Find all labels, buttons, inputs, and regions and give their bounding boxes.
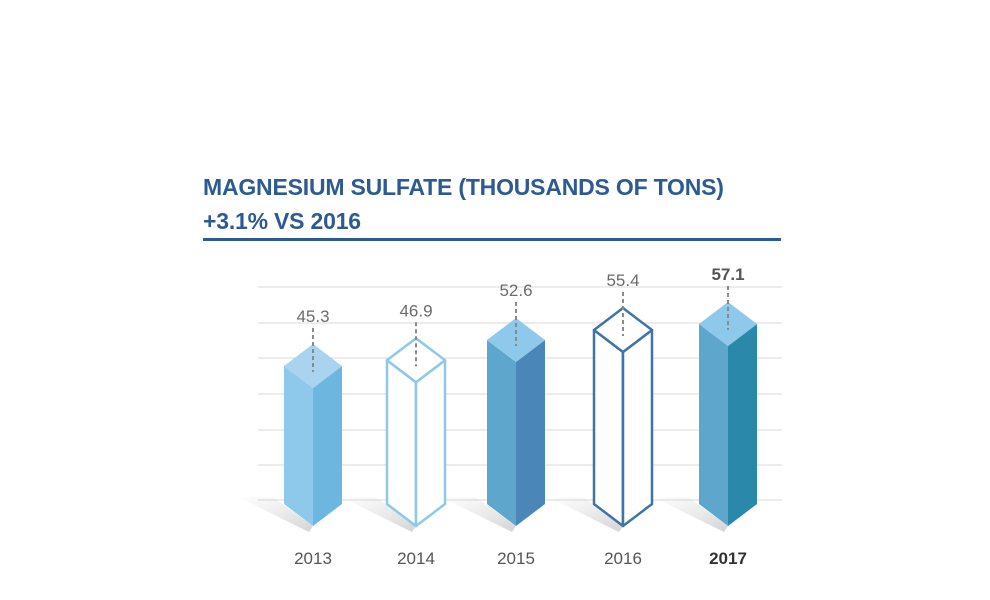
category-label-2015: 2015 xyxy=(497,549,535,568)
chart-title: MAGNESIUM SULFATE (THOUSANDS OF TONS) +3… xyxy=(203,170,781,238)
bar-left-face xyxy=(699,324,728,526)
category-label-2014: 2014 xyxy=(397,549,435,568)
category-label-2017: 2017 xyxy=(709,549,747,568)
bar-2017 xyxy=(699,302,757,526)
bar-left-face xyxy=(487,340,516,526)
bar-left-face xyxy=(284,366,313,526)
bar-2016 xyxy=(592,306,654,528)
chart-title-line-1: MAGNESIUM SULFATE (THOUSANDS OF TONS) xyxy=(203,174,724,200)
value-label-2013: 45.3 xyxy=(296,307,329,326)
bar-right-face xyxy=(621,328,654,528)
bar-shadow xyxy=(439,496,516,532)
chart-subtitle-change: +3.1% VS 2016 xyxy=(203,208,361,234)
value-label-2014: 46.9 xyxy=(399,301,432,320)
bar-shadow xyxy=(236,496,313,532)
bar-left-face xyxy=(592,328,625,528)
bars xyxy=(284,302,757,528)
value-label-2016: 55.4 xyxy=(606,271,639,290)
category-label-2016: 2016 xyxy=(604,549,642,568)
bar-2014 xyxy=(385,337,447,528)
value-labels: 45.3 46.9 52.6 55.4 57.1 xyxy=(296,265,744,326)
bar-right-face xyxy=(516,340,545,526)
bar-left-face xyxy=(385,359,418,528)
label-leader-lines xyxy=(312,286,729,372)
bar-shadow xyxy=(339,496,416,532)
value-label-2015: 52.6 xyxy=(499,281,532,300)
value-label-2017: 57.1 xyxy=(711,265,744,284)
category-labels: 2013 2014 2015 2016 2017 xyxy=(294,549,747,568)
bar-shadows xyxy=(236,496,728,532)
bar-shadow xyxy=(546,496,623,532)
bar-2015 xyxy=(487,318,545,526)
bar-right-face xyxy=(728,324,757,526)
bar-shadow xyxy=(651,496,728,532)
bar-right-face xyxy=(313,366,342,526)
title-underline xyxy=(203,238,781,241)
bar-right-face xyxy=(414,359,447,528)
category-label-2013: 2013 xyxy=(294,549,332,568)
